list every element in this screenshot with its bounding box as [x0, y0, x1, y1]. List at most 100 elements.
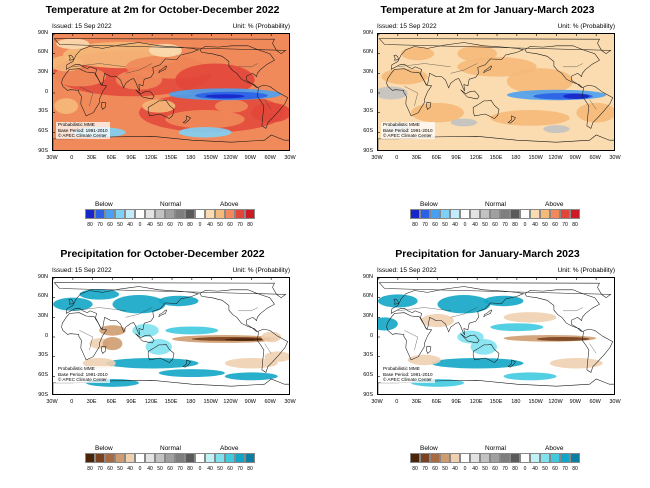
coastline-madagascar: [101, 345, 107, 354]
panel-precip-ond: Precipitation for October-December 2022 …: [0, 244, 325, 488]
legend-swatch: [540, 453, 550, 463]
legend-swatch: [480, 453, 490, 463]
country-border: [238, 307, 258, 311]
legend-tick: 60: [227, 466, 233, 472]
anomaly-region: [105, 357, 199, 369]
lon-label: 120W: [223, 399, 238, 405]
coastline-australia: [472, 99, 500, 119]
legend-swatch: [570, 453, 580, 463]
coastline-greenland: [53, 282, 287, 299]
lat-label: 0: [369, 88, 373, 95]
coastline-greenland: [378, 282, 612, 299]
legend-swatch: [225, 453, 235, 463]
legend-swatch: [125, 209, 135, 219]
legend-tick: 70: [422, 222, 428, 228]
coastline-britain: [393, 298, 399, 305]
lon-label: 90E: [451, 155, 462, 161]
panel-temp-jfm: Temperature at 2m for January-March 2023…: [325, 0, 650, 244]
panel-title: Precipitation for October-December 2022: [60, 248, 265, 260]
lon-label: 60E: [106, 155, 117, 161]
anomaly-region: [224, 357, 278, 369]
legend-tick: 80: [87, 222, 93, 228]
legend-swatch: [440, 209, 450, 219]
legend-tick: 0: [198, 466, 202, 472]
coastline-madagascar: [101, 101, 107, 110]
legend-tick: 80: [572, 466, 578, 472]
legend-swatch: [470, 209, 480, 219]
lon-label: 120E: [144, 155, 158, 161]
legend-tick: 60: [432, 466, 438, 472]
legend-swatch: [420, 453, 430, 463]
color-legend: 80 70 60 50 40 0 40 50 60 70 80 0 40 50 60 70 80 Below Nor…: [0, 445, 325, 485]
legend-tick: 70: [502, 222, 508, 228]
legend-category-below: Below: [420, 201, 438, 208]
legend-category-normal: Normal: [160, 445, 181, 452]
legend-tick: 70: [177, 222, 183, 228]
legend-tick: 60: [167, 466, 173, 472]
anomaly-region: [54, 98, 79, 114]
legend-swatch: [550, 453, 560, 463]
lon-label: 60W: [264, 155, 276, 161]
country-border: [589, 99, 597, 110]
legend-tick: 60: [552, 466, 558, 472]
legend-swatch: [450, 453, 460, 463]
lon-label: 120W: [223, 155, 238, 161]
legend-tick: 40: [532, 466, 538, 472]
lon-label: 180: [511, 155, 521, 161]
coastline-antarctica: [378, 134, 614, 150]
country-border: [397, 307, 451, 311]
info-box: Probabilistic MME Base Period: 1991-2010…: [56, 122, 110, 139]
info-line: Base Period: 1991-2010: [383, 371, 433, 377]
legend-category-above: Above: [545, 201, 564, 208]
coastline-newZealand: [507, 359, 516, 368]
country-border: [450, 63, 478, 74]
anomaly-region: [251, 102, 289, 123]
coastline-newZealand: [507, 115, 516, 124]
lon-label: 120W: [548, 399, 563, 405]
legend-swatch: [460, 209, 470, 219]
lat-label: 60S: [363, 371, 373, 378]
anomaly-region: [79, 289, 120, 300]
anomaly-region: [457, 45, 497, 62]
coastline-britain: [68, 54, 74, 61]
coastline-newZealand: [182, 359, 191, 368]
info-line: © APEC Climate Center: [58, 377, 107, 383]
lon-label: 180: [511, 399, 521, 405]
coastline-greenland: [378, 38, 612, 55]
country-border: [563, 307, 583, 311]
legend-swatch: [560, 453, 570, 463]
lat-label: 60N: [37, 49, 48, 56]
legend-swatch: [480, 209, 490, 219]
legend-swatch: [215, 453, 225, 463]
legend-tick: 80: [87, 466, 93, 472]
lat-label: 30N: [362, 68, 373, 75]
anomaly-region: [165, 326, 219, 335]
info-box: Probabilistic MME Base Period: 1991-2010…: [381, 366, 435, 383]
legend-swatch: [245, 453, 255, 463]
legend-swatch: [560, 209, 570, 219]
country-border: [563, 63, 583, 67]
coastline-indonesia: [460, 333, 480, 344]
legend-swatch: [185, 453, 195, 463]
anomaly-region: [132, 323, 159, 337]
legend-tick: 60: [552, 222, 558, 228]
legend-swatch: [410, 453, 420, 463]
lon-label: 30W: [609, 155, 621, 161]
coastline-madagascar: [426, 101, 432, 110]
legend-tick: 60: [492, 222, 498, 228]
lat-label: 60N: [362, 49, 373, 56]
country-border: [125, 63, 153, 74]
lon-label: 120E: [469, 399, 483, 405]
legend-tick: 60: [107, 222, 113, 228]
probability-map: [377, 277, 615, 395]
lon-label: 90W: [244, 399, 256, 405]
anomaly-region: [264, 351, 289, 362]
legend-swatch: [235, 209, 245, 219]
color-legend: 80 70 60 50 40 0 40 50 60 70 80 0 40 50 60 70 80 Below Nor…: [325, 201, 650, 241]
coastline-southAmerica: [582, 84, 614, 129]
legend-tick: 40: [532, 222, 538, 228]
legend-tick: 70: [97, 222, 103, 228]
legend-tick: 0: [463, 466, 467, 472]
lon-label: 90E: [451, 399, 462, 405]
lat-label: 90N: [362, 273, 373, 280]
